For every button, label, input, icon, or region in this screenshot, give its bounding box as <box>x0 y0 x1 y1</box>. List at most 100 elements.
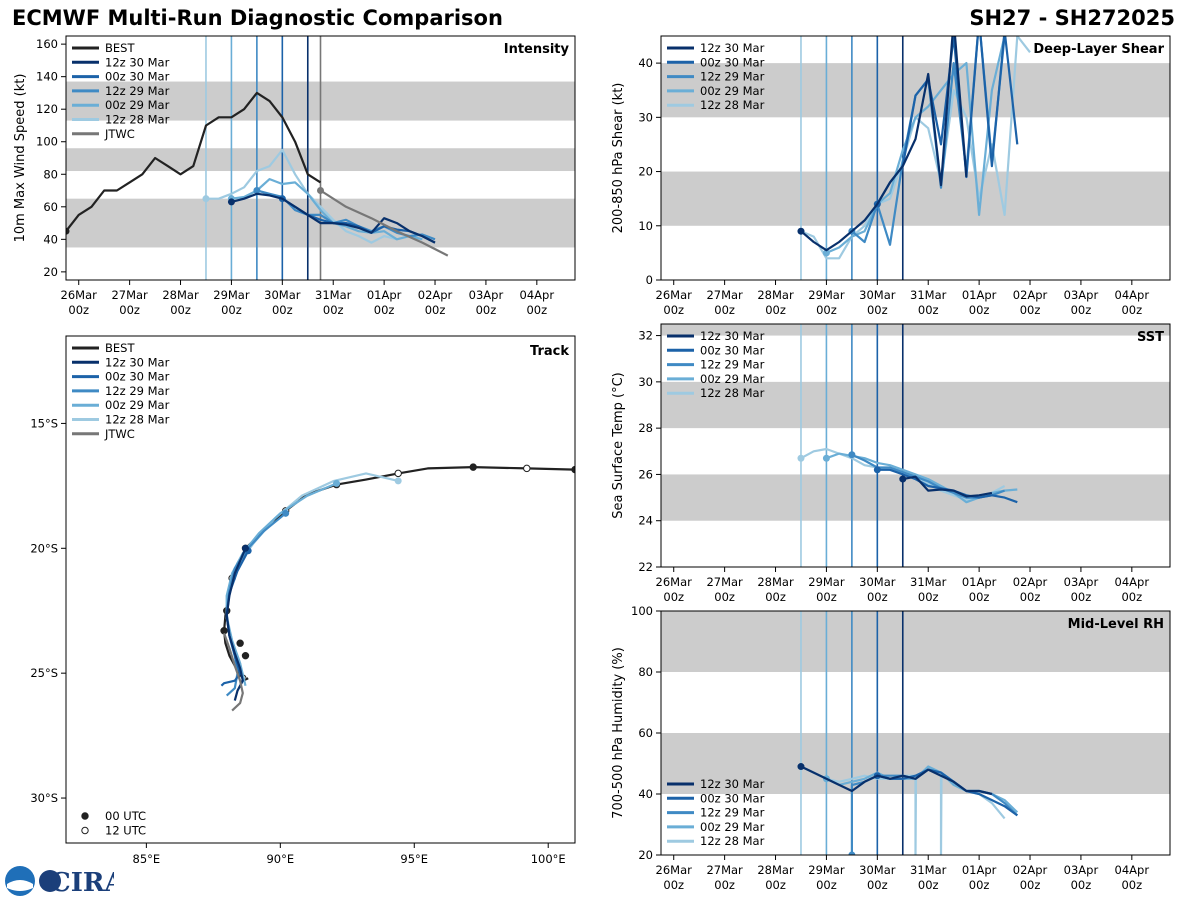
sst-ytick-label-1: 24 <box>638 514 653 528</box>
sst-xtick-day-2: 28Mar <box>757 575 794 589</box>
rh-xtick-day-6: 01Apr <box>962 863 997 877</box>
cira-wordmark: CIRA <box>50 868 114 898</box>
track-legend-label-3: 12z 29 Mar <box>105 384 170 398</box>
track-legend-label-5: 12z 28 Mar <box>105 413 170 427</box>
rh-legend-label-1: 00z 30 Mar <box>700 791 765 805</box>
intensity-ytick-label-0: 20 <box>43 265 58 279</box>
intensity-xtick-hour-4: 00z <box>272 303 293 317</box>
sst-xtick-hour-7: 00z <box>1020 590 1041 604</box>
track-marker-0-9 <box>220 627 228 635</box>
cira-logo: CIRA <box>5 866 114 898</box>
intensity-legend-label-3: 12z 29 Mar <box>105 84 170 98</box>
sst-xtick-hour-1: 00z <box>714 590 735 604</box>
rh-ylabel: 700-500 hPa Humidity (%) <box>611 647 626 819</box>
rh-ytick-label-3: 80 <box>638 665 653 679</box>
sst-xtick-day-3: 29Mar <box>808 575 845 589</box>
track-marker-legend-dot-1 <box>81 826 89 835</box>
sst-xtick-hour-4: 00z <box>867 590 888 604</box>
intensity-legend-label-5: 12z 28 Mar <box>105 113 170 127</box>
track-series-1 <box>225 472 399 681</box>
rh-xtick-day-4: 30Mar <box>859 863 896 877</box>
sst-band-1 <box>661 381 1170 429</box>
track-ytick-label-2: 25°S <box>30 666 58 680</box>
shear-legend-label-2: 12z 29 Mar <box>700 70 765 84</box>
track-legend-label-4: 00z 29 Mar <box>105 398 170 412</box>
track-marker-legend-label-0: 00 UTC <box>105 809 146 823</box>
sst-panel <box>656 323 1171 572</box>
shear-ytick-label-4: 40 <box>638 56 653 70</box>
sst-band-0 <box>661 474 1170 521</box>
intensity-ytick-label-2: 60 <box>43 200 58 214</box>
sst-band-2 <box>661 324 1170 336</box>
track-ytick-label-0: 15°S <box>30 416 58 430</box>
shear-xtick-day-1: 27Mar <box>706 288 743 302</box>
intensity-xtick-hour-5: 00z <box>323 303 344 317</box>
rh-xtick-hour-9: 00z <box>1121 878 1142 892</box>
track-legend-label-0: BEST <box>105 341 135 355</box>
track-marker-0-1 <box>523 464 531 473</box>
sst-xtick-hour-8: 00z <box>1071 590 1092 604</box>
intensity-xtick-day-1: 27Mar <box>111 288 148 302</box>
rh-xtick-day-8: 03Apr <box>1064 863 1099 877</box>
intensity-legend-label-2: 00z 30 Mar <box>105 70 170 84</box>
sst-ytick-label-3: 28 <box>638 421 653 435</box>
sst-xtick-day-4: 30Mar <box>859 575 896 589</box>
rh-ytick-label-2: 60 <box>638 726 653 740</box>
track-panel <box>61 335 576 848</box>
rh-xtick-day-9: 04Apr <box>1115 863 1150 877</box>
rh-xtick-hour-4: 00z <box>867 878 888 892</box>
shear-xtick-day-0: 26Mar <box>656 288 693 302</box>
track-series-start-3 <box>282 509 290 517</box>
shear-xtick-hour-0: 00z <box>663 303 684 317</box>
sst-xtick-hour-0: 00z <box>663 590 684 604</box>
track-series-6 <box>223 632 244 712</box>
rh-xtick-day-5: 31Mar <box>910 863 947 877</box>
intensity-title: Intensity <box>504 42 570 57</box>
shear-series-start-4 <box>797 227 805 235</box>
shear-xtick-hour-8: 00z <box>1071 303 1092 317</box>
shear-xtick-day-4: 30Mar <box>859 288 896 302</box>
intensity-xtick-day-8: 03Apr <box>469 288 504 302</box>
shear-frame <box>660 35 1171 281</box>
sst-series-start-2 <box>848 451 856 459</box>
shear-xtick-day-8: 03Apr <box>1064 288 1099 302</box>
sst-legend-label-1: 00z 30 Mar <box>700 343 765 357</box>
track-xtick-label-1: 90°E <box>266 852 294 866</box>
sst-xtick-hour-9: 00z <box>1121 590 1142 604</box>
shear-xtick-hour-3: 00z <box>816 303 837 317</box>
intensity-xtick-hour-7: 00z <box>425 303 446 317</box>
intensity-xtick-day-4: 30Mar <box>264 288 301 302</box>
rh-title: Mid-Level RH <box>1068 617 1164 632</box>
shear-legend-label-4: 12z 28 Mar <box>700 98 765 112</box>
shear-xtick-day-9: 04Apr <box>1115 288 1150 302</box>
rh-series-4 <box>800 765 993 796</box>
globe-icon <box>39 870 61 892</box>
track-series-2 <box>225 482 338 686</box>
sst-xtick-day-5: 31Mar <box>910 575 947 589</box>
rh-xtick-day-2: 28Mar <box>757 863 794 877</box>
rh-xtick-day-7: 02Apr <box>1013 863 1048 877</box>
track-series-start-1 <box>394 477 402 485</box>
track-xtick-label-2: 95°E <box>400 852 428 866</box>
intensity-ytick-label-4: 100 <box>36 135 58 149</box>
sst-xtick-day-0: 26Mar <box>656 575 693 589</box>
shear-legend-label-1: 00z 30 Mar <box>700 55 765 69</box>
track-xtick-label-0: 85°E <box>133 852 161 866</box>
shear-xtick-day-5: 31Mar <box>910 288 947 302</box>
sst-xtick-day-6: 01Apr <box>962 575 997 589</box>
shear-xtick-hour-1: 00z <box>714 303 735 317</box>
sst-xtick-day-9: 04Apr <box>1115 575 1150 589</box>
shear-ytick-label-1: 10 <box>638 219 653 233</box>
shear-xtick-hour-4: 00z <box>867 303 888 317</box>
sst-xtick-hour-2: 00z <box>765 590 786 604</box>
rh-xtick-day-0: 26Mar <box>656 863 693 877</box>
intensity-xtick-hour-8: 00z <box>476 303 497 317</box>
sst-ytick-label-2: 26 <box>638 467 653 481</box>
track-legend-label-2: 00z 30 Mar <box>105 370 170 384</box>
shear-xtick-hour-7: 00z <box>1020 303 1041 317</box>
intensity-xtick-day-6: 01Apr <box>367 288 402 302</box>
intensity-series-start-0 <box>66 227 70 235</box>
track-marker-legend-label-1: 12 UTC <box>105 824 146 838</box>
intensity-xtick-day-2: 28Mar <box>162 288 199 302</box>
track-marker-legend-dot-0 <box>81 812 89 820</box>
